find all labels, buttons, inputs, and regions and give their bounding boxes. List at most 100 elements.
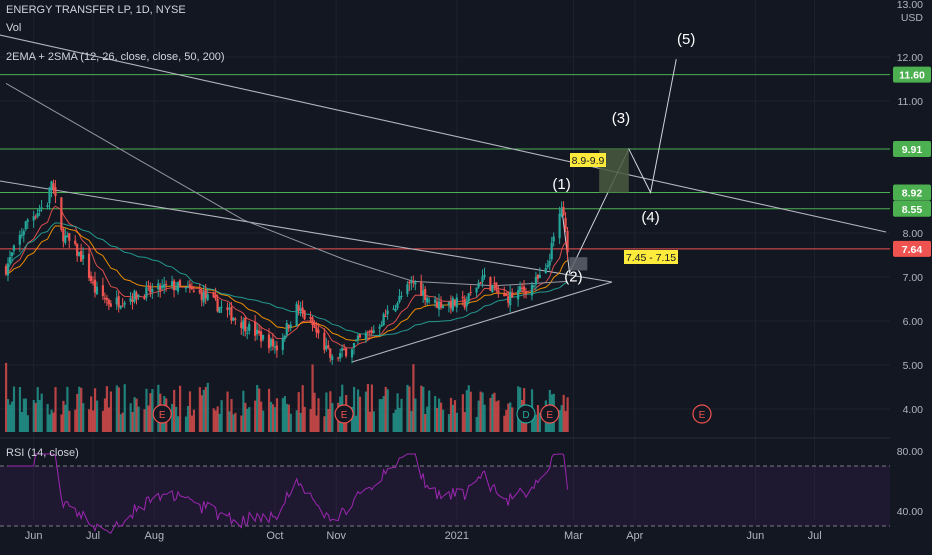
volume-bar [269, 401, 273, 432]
time-label[interactable]: Jul [808, 530, 822, 542]
volume-bar [232, 414, 235, 432]
level-price-label[interactable]: 8.55 [902, 204, 923, 216]
time-label[interactable]: Jul [86, 530, 100, 542]
candle-body [174, 288, 178, 290]
earnings-marker[interactable]: E [699, 410, 706, 421]
candle-body [186, 286, 190, 288]
level-price-label[interactable]: 7.64 [902, 244, 923, 256]
volume-bar [325, 392, 328, 432]
volume-bar [171, 403, 174, 432]
candle-body [552, 236, 555, 242]
volume-bar [271, 404, 275, 432]
box-upper-label[interactable]: 8.9-9.9 [572, 155, 605, 167]
candle-body [89, 275, 93, 282]
level-price-label[interactable]: 8.92 [902, 188, 923, 200]
symbol-title[interactable]: ENERGY TRANSFER LP, 1D, NYSE [6, 4, 186, 16]
volume-bar [95, 400, 99, 432]
level-price-label[interactable]: 11.60 [899, 70, 925, 82]
volume-bar [228, 411, 231, 432]
candle-body [230, 306, 233, 321]
volume-bar [60, 414, 63, 432]
wave-label-5[interactable]: (5) [677, 31, 695, 48]
candle-body [246, 332, 249, 334]
trend-lines[interactable] [0, 34, 887, 363]
box-lower-label[interactable]: 7.45 - 7.15 [626, 252, 676, 264]
wave-label-3[interactable]: (3) [612, 110, 630, 127]
candle-body [4, 265, 8, 275]
time-label[interactable]: Nov [326, 530, 346, 542]
candle-body [232, 317, 235, 321]
candle-body [107, 299, 110, 305]
candle-body [204, 290, 207, 299]
volume-bar [469, 391, 472, 432]
time-label[interactable]: Jun [25, 530, 43, 542]
earnings-marker-circle [334, 404, 354, 424]
volume-bar [562, 394, 565, 432]
earnings-marker[interactable]: E [341, 410, 348, 421]
price-tick: 5.00 [903, 360, 924, 372]
wave-annotations[interactable]: (1) (2) (3) (4) (5) 8.9-9.9 7.45 - 7.15 [552, 31, 695, 286]
volume-bar [107, 407, 111, 432]
volume-bar [384, 386, 387, 432]
candle-body [461, 296, 464, 299]
candle-body [428, 300, 431, 302]
earnings-marker[interactable]: E [159, 410, 166, 421]
time-label[interactable]: 2021 [445, 530, 469, 542]
volume-bar [560, 405, 563, 432]
horizontal-levels[interactable] [0, 74, 890, 250]
volume-bar [449, 397, 453, 432]
volume-bar [329, 391, 332, 432]
rsi-legend[interactable]: RSI (14, close) [6, 447, 79, 459]
volume-bar [267, 388, 271, 432]
candle-body [38, 209, 41, 212]
candle-body [400, 295, 403, 297]
dividend-marker[interactable]: D [522, 410, 529, 421]
time-axis[interactable]: Jun Jul Aug Oct Nov 2021 Mar Apr Jun Jul [25, 530, 822, 542]
volume-bar [400, 398, 403, 432]
volume-legend[interactable]: Vol [6, 22, 22, 34]
wave-label-1[interactable]: (1) [552, 176, 570, 193]
candle-body [530, 284, 534, 296]
volume-bar [331, 403, 334, 432]
candle-body [275, 345, 278, 351]
candle-body [123, 302, 126, 305]
candle-body [339, 353, 342, 359]
level-price-label-bg [893, 140, 931, 157]
time-label[interactable]: Apr [626, 530, 643, 542]
time-label[interactable]: Jun [746, 530, 764, 542]
candle-body [10, 252, 14, 257]
level-price-label[interactable]: 9.91 [902, 144, 923, 156]
wave-label-2[interactable]: (2) [564, 268, 582, 285]
time-label[interactable]: Aug [145, 530, 165, 542]
candle-body [518, 286, 522, 292]
candle-body [198, 290, 201, 293]
candle-body [295, 303, 298, 326]
wave-label-4[interactable]: (4) [641, 209, 659, 226]
candle-body [451, 297, 454, 311]
candle-body [398, 295, 401, 303]
candle-body [34, 216, 37, 218]
candle-body [522, 286, 526, 291]
candle-body [477, 282, 480, 288]
resistance-trendline[interactable] [0, 34, 887, 233]
volume-bar [254, 400, 257, 432]
ascending-trendline[interactable] [351, 281, 613, 363]
volume-bar [273, 407, 277, 432]
descending-trendline[interactable] [0, 180, 613, 283]
earnings-marker[interactable]: E [546, 410, 553, 421]
moving-average-legend[interactable]: 2EMA + 2SMA (12, 26, close, close, 50, 2… [6, 51, 225, 63]
volume-bar [173, 389, 176, 432]
volume-bar [532, 415, 536, 432]
volume-bar [200, 395, 203, 432]
candle-body [54, 187, 57, 197]
volume-bar [62, 400, 65, 432]
time-label[interactable]: Mar [564, 530, 583, 542]
volume-bar [410, 410, 413, 432]
candle-body [493, 282, 496, 284]
time-label[interactable]: Oct [266, 530, 283, 542]
candle-body [433, 299, 437, 303]
